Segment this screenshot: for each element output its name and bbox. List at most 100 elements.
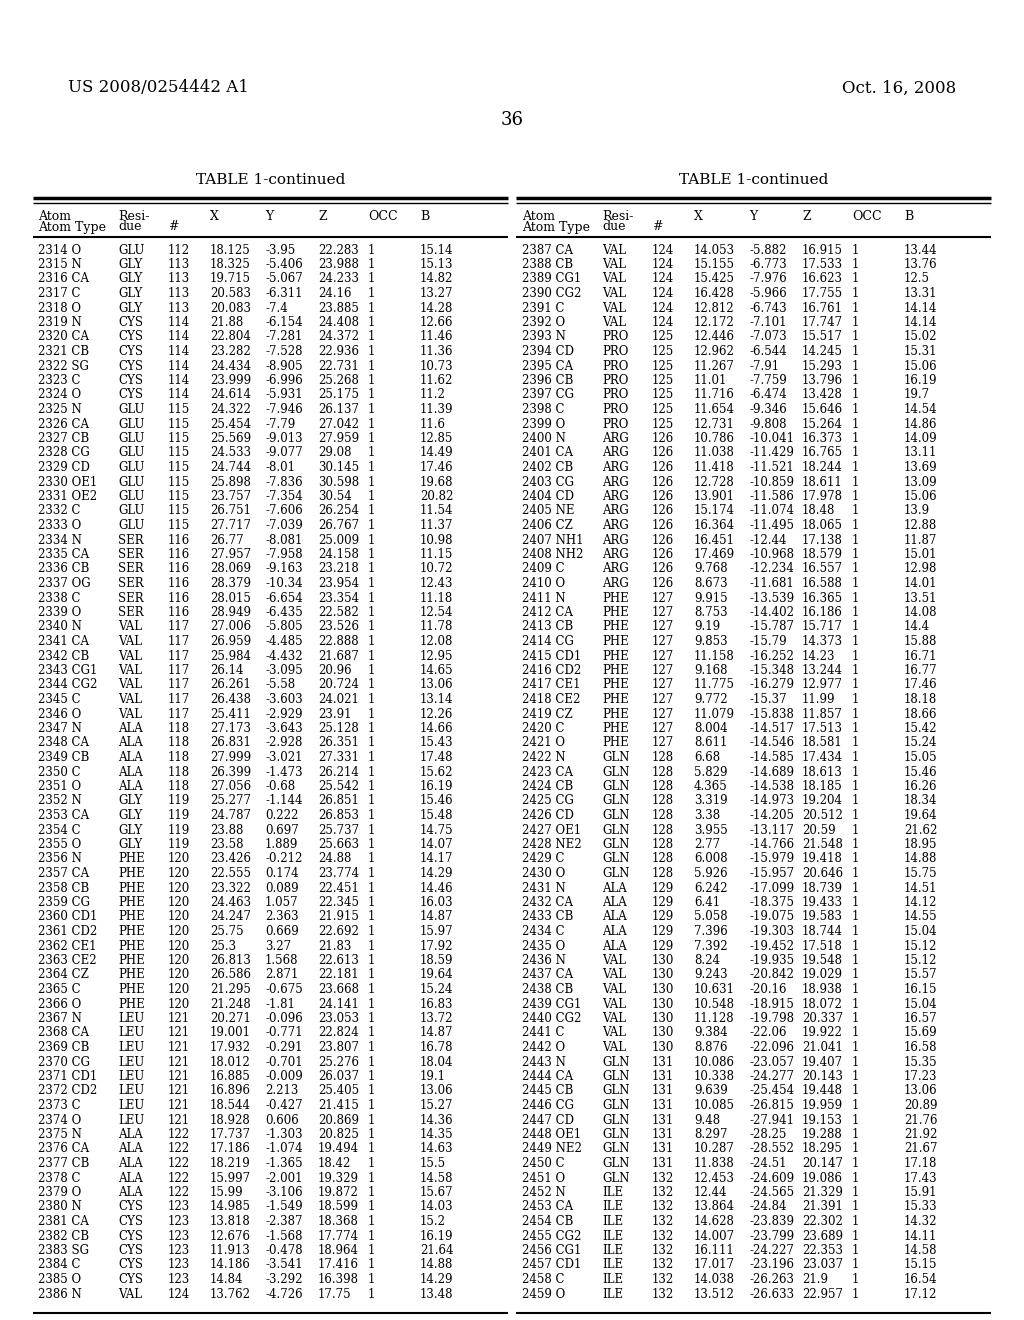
Text: 1: 1 [368,374,376,387]
Text: 2338 C: 2338 C [38,591,81,605]
Text: 127: 127 [652,620,674,634]
Text: 1: 1 [368,432,376,445]
Text: 126: 126 [652,562,674,576]
Text: VAL: VAL [602,301,626,314]
Text: 12.44: 12.44 [694,1185,727,1199]
Text: -22.096: -22.096 [749,1041,794,1053]
Text: 5.926: 5.926 [694,867,728,880]
Text: 20.82: 20.82 [420,490,454,503]
Text: 2365 C: 2365 C [38,983,81,997]
Text: 15.75: 15.75 [904,867,938,880]
Text: -3.541: -3.541 [265,1258,303,1271]
Text: 2433 CB: 2433 CB [522,911,573,924]
Text: 14.66: 14.66 [420,722,454,735]
Text: CYS: CYS [118,1200,143,1213]
Text: 130: 130 [652,1027,675,1040]
Text: 1: 1 [368,1185,376,1199]
Text: -13.539: -13.539 [749,591,795,605]
Text: 9.19: 9.19 [694,620,720,634]
Text: 2394 CD: 2394 CD [522,345,574,358]
Text: 1: 1 [368,272,376,285]
Text: 22.731: 22.731 [318,359,358,372]
Text: 1: 1 [852,1143,859,1155]
Text: 2402 CB: 2402 CB [522,461,573,474]
Text: LEU: LEU [118,1056,144,1068]
Text: 1: 1 [852,911,859,924]
Text: 1.568: 1.568 [265,954,299,968]
Text: 21.67: 21.67 [904,1143,938,1155]
Text: 20.147: 20.147 [802,1158,843,1170]
Text: PHE: PHE [602,678,629,692]
Text: 16.885: 16.885 [210,1071,251,1082]
Text: 125: 125 [652,330,674,343]
Text: -1.568: -1.568 [265,1229,302,1242]
Text: 15.67: 15.67 [420,1185,454,1199]
Text: GLY: GLY [118,795,142,808]
Text: -1.074: -1.074 [265,1143,303,1155]
Text: 16.57: 16.57 [904,1012,938,1026]
Text: 19.922: 19.922 [802,1027,843,1040]
Text: 14.87: 14.87 [420,911,454,924]
Text: PRO: PRO [602,388,629,401]
Text: 11.87: 11.87 [904,533,937,546]
Text: 16.111: 16.111 [694,1243,735,1257]
Text: 2435 O: 2435 O [522,940,565,953]
Text: -5.805: -5.805 [265,620,303,634]
Text: 1: 1 [852,1272,859,1286]
Text: 132: 132 [652,1200,674,1213]
Text: -14.538: -14.538 [749,780,794,793]
Text: ARG: ARG [602,548,629,561]
Text: Y: Y [749,210,758,223]
Text: 14.82: 14.82 [420,272,454,285]
Text: 15.88: 15.88 [904,635,937,648]
Text: 15.33: 15.33 [904,1200,938,1213]
Text: 115: 115 [168,490,190,503]
Text: 24.16: 24.16 [318,286,351,300]
Text: 16.77: 16.77 [904,664,938,677]
Text: TABLE 1-continued: TABLE 1-continued [679,173,828,187]
Text: ARG: ARG [602,446,629,459]
Text: 12.85: 12.85 [420,432,454,445]
Text: -6.154: -6.154 [265,315,303,329]
Text: 123: 123 [168,1243,190,1257]
Text: 24.141: 24.141 [318,998,358,1011]
Text: 15.05: 15.05 [904,751,938,764]
Text: 23.757: 23.757 [210,490,251,503]
Text: 2449 NE2: 2449 NE2 [522,1143,582,1155]
Text: 14.03: 14.03 [420,1200,454,1213]
Text: 25.277: 25.277 [210,795,251,808]
Text: 2430 O: 2430 O [522,867,565,880]
Text: 2335 CA: 2335 CA [38,548,89,561]
Text: ALA: ALA [602,896,627,909]
Text: 113: 113 [168,257,190,271]
Text: 119: 119 [168,824,190,837]
Text: 15.31: 15.31 [904,345,938,358]
Text: 1: 1 [368,708,376,721]
Text: 13.06: 13.06 [420,1085,454,1097]
Text: VAL: VAL [118,635,142,648]
Text: 12.88: 12.88 [904,519,937,532]
Text: -5.58: -5.58 [265,678,295,692]
Text: 1: 1 [368,490,376,503]
Text: 24.233: 24.233 [318,272,359,285]
Text: 2414 CG: 2414 CG [522,635,573,648]
Text: 1: 1 [852,737,859,750]
Text: 2321 CB: 2321 CB [38,345,89,358]
Text: VAL: VAL [602,272,626,285]
Text: 18.244: 18.244 [802,461,843,474]
Text: 114: 114 [168,388,190,401]
Text: 130: 130 [652,969,675,982]
Text: -6.773: -6.773 [749,257,786,271]
Text: 1: 1 [368,606,376,619]
Text: 17.12: 17.12 [904,1287,937,1300]
Text: 14.07: 14.07 [420,838,454,851]
Text: 115: 115 [168,432,190,445]
Text: 1: 1 [368,591,376,605]
Text: -7.976: -7.976 [749,272,786,285]
Text: 1: 1 [852,983,859,997]
Text: ILE: ILE [602,1243,624,1257]
Text: 13.09: 13.09 [904,475,938,488]
Text: 16.398: 16.398 [318,1272,359,1286]
Text: 2388 CB: 2388 CB [522,257,573,271]
Text: 25.569: 25.569 [210,432,251,445]
